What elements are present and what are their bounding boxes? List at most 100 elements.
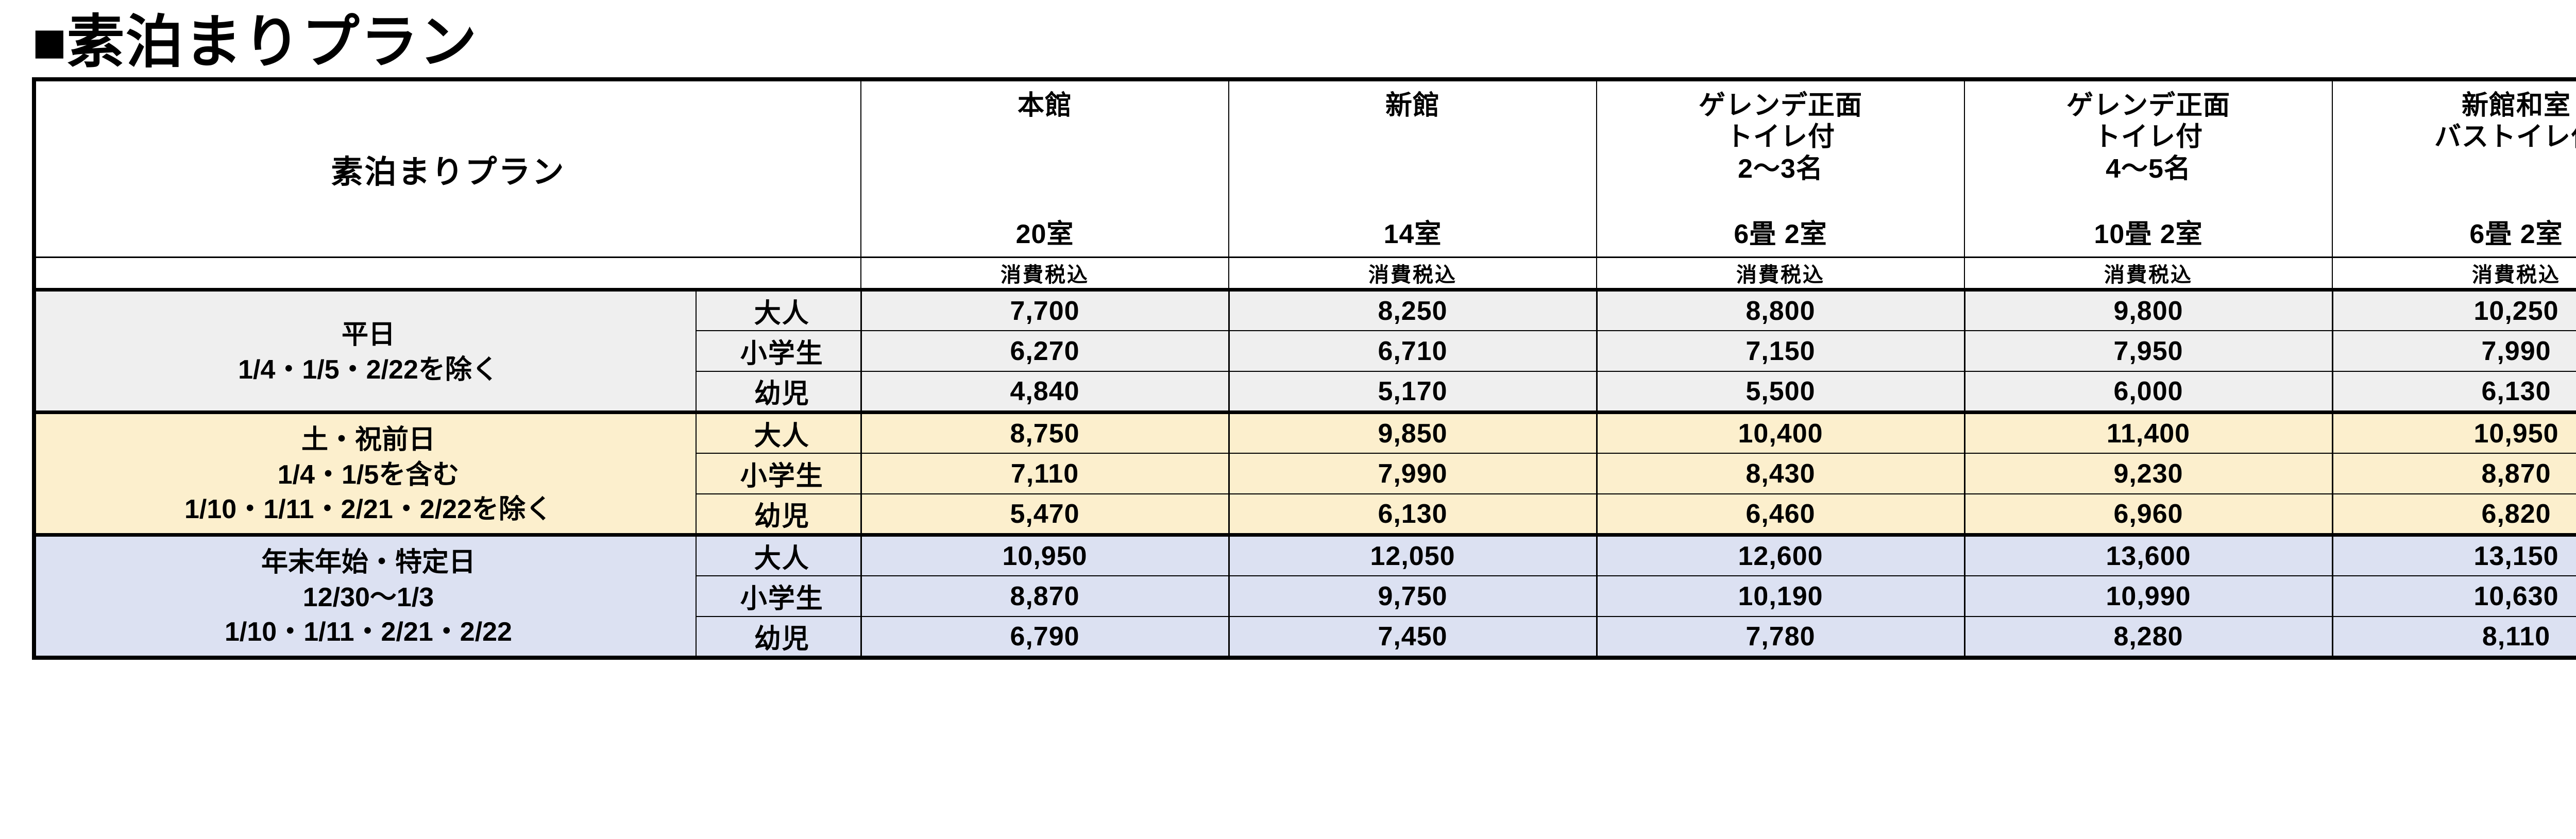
header-room-row: 素泊まりプラン 本館 20室 新館 14室 ゲレンデ正面 トイレ付 2〜3名 [33,79,2576,258]
column-header-2-rooms: 6畳 2室 [1734,219,1827,249]
price-cell: 9,800 [1963,288,2333,331]
price-cell: 8,800 [1596,288,1965,331]
column-header-3-line-0: ゲレンデ正面 [2066,91,2231,121]
price-cell: 8,280 [1963,616,2333,660]
table-row: 平日 1/4・1/5・2/22を除く 大人 7,700 8,250 8,800 9,800 1… [33,288,2576,413]
price-cell: 7,110 [860,453,1230,494]
column-header-1-rooms: 14室 [1383,219,1442,249]
price-cell: 8,870 [860,575,1230,617]
price-cell: 9,750 [1228,575,1598,617]
tax-note-4: 消費税込 [2332,256,2576,292]
price-cell: 7,450 [1228,616,1598,660]
price-cell: 6,000 [1963,371,2333,414]
price-cell: 12,600 [1596,533,1965,576]
corner-title-text: 素泊まりプラン [331,155,566,190]
table-corner-title: 素泊まりプラン [33,79,862,258]
column-header-0-line-0: 本館 [1018,91,1073,121]
price-cell: 7,150 [1596,330,1965,372]
price-cell: 6,130 [1228,493,1598,537]
column-header-3: ゲレンデ正面 トイレ付 4〜5名 10畳 2室 [1964,79,2333,258]
table-header: 素泊まりプラン 本館 20室 新館 14室 ゲレンデ正面 トイレ付 2〜3名 [33,79,2576,292]
page-title-text: 素泊まりプラン [66,10,478,74]
period-cell: 土・祝前日 1/4・1/5を含む 1/10・1/11・2/21・2/22を除く [33,410,697,536]
price-cell: 7,990 [1228,453,1598,494]
age-category-cell: 大人 [695,288,862,331]
tax-note-0: 消費税込 [860,256,1230,292]
price-cell: 7,700 [860,288,1230,331]
price-cell: 5,170 [1228,371,1598,414]
price-cell: 6,270 [860,330,1230,372]
column-header-0: 本館 20室 [860,79,1230,258]
header-tax-row: 消費税込 消費税込 消費税込 消費税込 消費税込 消費税込 [33,256,2576,292]
header-tax-blank [33,256,862,292]
price-cell: 8,750 [860,410,1230,454]
price-cell: 4,840 [860,371,1230,414]
price-cell: 5,470 [860,493,1230,537]
column-header-3-line-1: トイレ付 [2094,122,2204,152]
table-row: 年末年始・特定日 12/30〜1/3 1/10・1/11・2/21・2/22 大人 10… [33,533,2576,658]
period-line-0: 土・祝前日 [301,425,435,455]
price-cell: 10,950 [2331,410,2576,454]
price-cell: 12,050 [1228,533,1598,576]
price-cell: 6,710 [1228,330,1598,372]
price-cell: 10,190 [1596,575,1965,617]
price-cell: 10,950 [860,533,1230,576]
price-cell: 13,600 [1963,533,2333,576]
period-cell: 平日 1/4・1/5・2/22を除く [33,288,697,413]
price-cell: 6,130 [2331,371,2576,414]
column-header-4-line-1: バストイレ付 [2434,122,2576,152]
tax-note-2: 消費税込 [1596,256,1965,292]
period-line-2: 1/10・1/11・2/21・2/22を除く [184,494,552,525]
column-header-2-line-0: ゲレンデ正面 [1699,91,1863,121]
page-title: ■ 素泊まりプラン [0,0,2576,77]
price-cell: 7,780 [1596,616,1965,660]
price-cell: 10,630 [2331,575,2576,617]
age-category-cell: 幼児 [695,371,862,414]
price-cell: 8,250 [1228,288,1598,331]
age-category-cell: 大人 [695,410,862,454]
price-cell: 11,400 [1963,410,2333,454]
column-header-4-rooms: 6畳 2室 [2469,219,2563,249]
period-line-1: 1/4・1/5を含む [277,459,460,490]
plan-price-table: 素泊まりプラン 本館 20室 新館 14室 ゲレンデ正面 トイレ付 2〜3名 [32,77,2576,660]
column-header-0-rooms: 20室 [1015,219,1074,249]
column-header-2-lines: ゲレンデ正面 トイレ付 2〜3名 [1597,90,1964,185]
price-cell: 6,820 [2331,493,2576,537]
price-cell: 5,500 [1596,371,1965,414]
period-line-2: 1/10・1/11・2/21・2/22 [225,617,512,647]
price-cell: 10,400 [1596,410,1965,454]
plan-table-container: 素泊まりプラン 本館 20室 新館 14室 ゲレンデ正面 トイレ付 2〜3名 [0,77,2576,660]
period-line-1: 1/4・1/5・2/22を除く [238,354,499,385]
period-line-0: 年末年始・特定日 [261,547,476,578]
title-bullet-icon: ■ [32,10,67,74]
price-cell: 10,250 [2331,288,2576,331]
column-header-1: 新館 14室 [1228,79,1598,258]
column-header-4: 新館和室バストイレ付 6畳 2室 [2332,79,2576,258]
age-category-cell: 幼児 [695,493,862,537]
price-cell: 13,150 [2331,533,2576,576]
column-header-3-rooms: 10畳 2室 [2094,219,2203,249]
table-body: 平日 1/4・1/5・2/22を除く 大人 7,700 8,250 8,800 9,800 1… [33,288,2576,660]
age-category-cell: 幼児 [695,616,862,660]
period-line-1: 12/30〜1/3 [302,582,434,612]
column-header-4-lines: 新館和室バストイレ付 [2333,90,2576,153]
price-cell: 6,790 [860,616,1230,660]
price-cell: 8,430 [1596,453,1965,494]
age-category-cell: 小学生 [695,330,862,372]
tax-note-1: 消費税込 [1228,256,1598,292]
table-row: 土・祝前日 1/4・1/5を含む 1/10・1/11・2/21・2/22を除く 大人 8… [33,410,2576,536]
column-header-3-lines: ゲレンデ正面 トイレ付 4〜5名 [1965,90,2332,185]
tax-note-3: 消費税込 [1964,256,2333,292]
price-cell: 7,990 [2331,330,2576,372]
price-cell: 8,870 [2331,453,2576,494]
age-category-cell: 小学生 [695,575,862,617]
column-header-0-lines: 本館 [861,90,1228,122]
period-line-0: 平日 [341,319,395,350]
age-category-cell: 小学生 [695,453,862,494]
price-cell: 9,850 [1228,410,1598,454]
